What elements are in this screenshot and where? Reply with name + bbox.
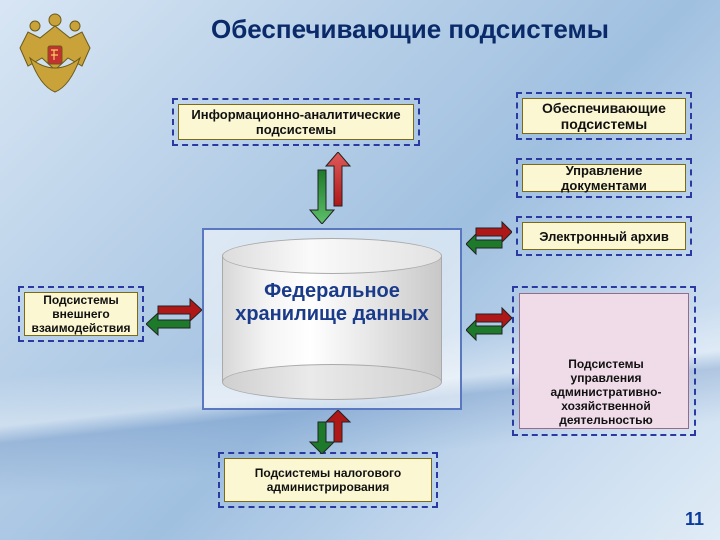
box-top-dash: Информационно-аналитические подсистемы (172, 98, 420, 146)
cylinder-bottom (222, 364, 442, 400)
cylinder-top (222, 238, 442, 274)
data-cylinder: Федеральное хранилище данных (222, 238, 442, 400)
box-bottom-dash: Подсистемы налогового администрирования (218, 452, 438, 508)
arrow-bottom (302, 410, 358, 454)
box-left-dash: Подсистемы внешнего взаимодействия (18, 286, 144, 342)
box-bottom-label: Подсистемы налогового администрирования (235, 466, 421, 494)
arrow-top (302, 152, 358, 224)
box-left: Подсистемы внешнего взаимодействия (24, 292, 138, 336)
box-right2-dash: Управление документами (516, 158, 692, 198)
box-right1-label: Обеспечивающие подсистемы (533, 100, 675, 132)
cylinder-label: Федеральное хранилище данных (222, 280, 442, 326)
box-top-label: Информационно-аналитические подсистемы (189, 107, 403, 137)
box-right2-label: Управление документами (533, 163, 675, 193)
box-right1: Обеспечивающие подсистемы (522, 98, 686, 134)
box-right4-label: Подсистемы управления административно-хо… (532, 357, 680, 427)
box-right3-dash: Электронный архив (516, 216, 692, 256)
arrow-left (146, 296, 202, 338)
slide-title: Обеспечивающие подсистемы (120, 14, 700, 45)
box-right4: Подсистемы управления административно-хо… (522, 354, 690, 430)
box-right2: Управление документами (522, 164, 686, 192)
box-right3: Электронный архив (522, 222, 686, 250)
page-number: 11 (685, 509, 704, 530)
box-right1-dash: Обеспечивающие подсистемы (516, 92, 692, 140)
arrow-right3 (466, 220, 512, 256)
box-left-label: Подсистемы внешнего взаимодействия (31, 293, 130, 335)
arrow-right4 (466, 306, 512, 342)
slide-root: Обеспечивающие подсистемы Федеральное хр… (0, 0, 720, 540)
box-bottom: Подсистемы налогового администрирования (224, 458, 432, 502)
box-right4-dash: Подсистемы управления административно-хо… (512, 286, 696, 436)
emblem-icon (10, 8, 100, 98)
box-top: Информационно-аналитические подсистемы (178, 104, 414, 140)
box-right3-label: Электронный архив (539, 229, 669, 244)
